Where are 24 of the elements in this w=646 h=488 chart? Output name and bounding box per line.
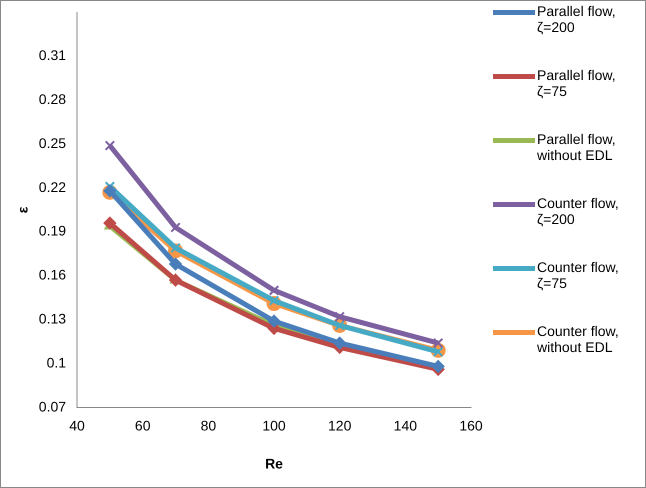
y-tick-label: 0.25 [38, 134, 66, 151]
y-tick-label: 0.28 [38, 91, 66, 108]
legend-label: Counter flow, without EDL [537, 323, 620, 355]
y-tick-label: 0.31 [38, 47, 66, 64]
x-tick-label: 100 [262, 418, 286, 434]
legend-label: Parallel flow, ζ=200 [537, 3, 617, 35]
legend-label: Parallel flow, ζ=75 [537, 67, 617, 99]
y-axis-title: ε [14, 206, 30, 214]
x-tick-label: 140 [394, 418, 418, 434]
x-tick-label: 160 [459, 418, 483, 434]
x-tick-label: 120 [328, 418, 352, 434]
legend-label: Parallel flow, without EDL [537, 131, 617, 163]
y-tick-label: 0.07 [38, 398, 66, 414]
legend-label: Counter flow, ζ=75 [537, 259, 620, 291]
x-tick-label: 60 [134, 418, 151, 434]
x-tick-label: 80 [200, 418, 216, 434]
y-tick-label: 0.22 [38, 178, 66, 195]
y-tick-label: 0.16 [38, 266, 66, 283]
x-axis-title: Re [265, 455, 284, 472]
y-tick-label: 0.1 [46, 354, 66, 370]
legend-label: Counter flow, ζ=200 [537, 195, 620, 227]
y-tick-label: 0.19 [38, 222, 66, 239]
y-tick-label: 0.13 [38, 310, 66, 326]
x-tick-label: 40 [69, 418, 86, 434]
